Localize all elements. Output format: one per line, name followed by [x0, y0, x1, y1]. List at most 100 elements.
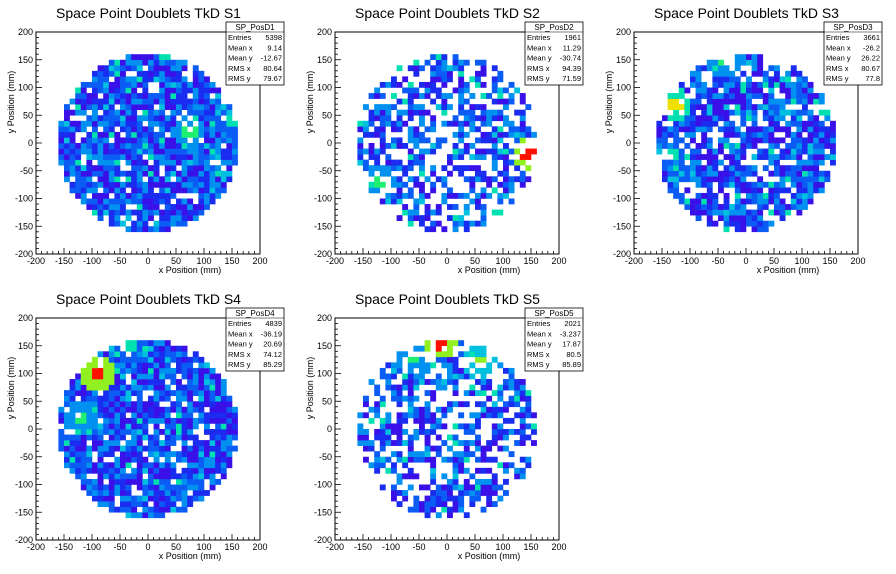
heatmap-cell: [170, 501, 177, 507]
heatmap-cell: [740, 115, 747, 122]
stats-name: SP_PosD4: [235, 309, 275, 318]
heatmap-cell: [198, 104, 205, 110]
heatmap-cell: [108, 126, 115, 133]
heatmap-cell: [80, 456, 87, 463]
heatmap-cell: [396, 198, 403, 205]
heatmap-cell: [746, 165, 752, 172]
heatmap-cell: [176, 159, 182, 166]
heatmap-cell: [430, 490, 437, 496]
heatmap-cell: [734, 192, 741, 199]
heatmap-cell: [452, 204, 459, 210]
heatmap-cell: [695, 70, 702, 77]
heatmap-cell: [181, 143, 188, 149]
heatmap-cell: [187, 462, 194, 469]
heatmap-cell: [357, 159, 364, 166]
heatmap-cell: [519, 137, 526, 144]
heatmap-cell: [164, 176, 171, 183]
heatmap-cell: [486, 384, 493, 391]
heatmap-cell: [402, 412, 409, 419]
heatmap-cell: [391, 198, 397, 205]
heatmap-cell: [430, 226, 437, 233]
heatmap-cell: [469, 154, 476, 160]
heatmap-cell: [447, 490, 453, 496]
heatmap-cell: [148, 137, 154, 144]
heatmap-cell: [667, 170, 674, 177]
heatmap-cell: [379, 440, 386, 446]
heatmap-cell: [363, 445, 369, 452]
heatmap-cell: [164, 226, 171, 233]
heatmap-cell: [108, 462, 115, 469]
heatmap-cell: [120, 65, 126, 72]
heatmap-cell: [452, 456, 459, 463]
heatmap-cell: [215, 373, 222, 380]
heatmap-cell: [768, 170, 775, 177]
heatmap-cell: [148, 478, 154, 485]
heatmap-cell: [114, 473, 121, 480]
heatmap-cell: [525, 104, 532, 110]
heatmap-cell: [181, 209, 188, 216]
heatmap-cell: [463, 115, 470, 122]
heatmap-cell: [424, 451, 431, 458]
heatmap-cell: [497, 87, 504, 94]
heatmap-cell: [176, 367, 182, 374]
heatmap-cell: [379, 181, 386, 188]
heatmap-cell: [120, 98, 126, 105]
heatmap-cell: [97, 181, 104, 188]
heatmap-cell: [164, 87, 171, 94]
heatmap-cell: [114, 159, 121, 166]
heatmap-cell: [120, 76, 126, 83]
heatmap-cell: [164, 143, 171, 149]
heatmap-cell: [718, 109, 724, 116]
heatmap-cell: [712, 148, 719, 155]
heatmap-cell: [491, 87, 498, 94]
heatmap-cell: [103, 170, 110, 177]
heatmap-cell: [114, 154, 121, 160]
heatmap-cell: [701, 192, 708, 199]
heatmap-cell: [153, 131, 160, 138]
heatmap-cell: [475, 154, 481, 160]
heatmap-cell: [486, 406, 493, 413]
heatmap-cell: [114, 406, 121, 413]
heatmap-cell: [469, 412, 476, 419]
heatmap-cell: [108, 484, 115, 491]
heatmap-cell: [374, 159, 381, 166]
heatmap-cell: [69, 401, 76, 408]
heatmap-cell: [131, 59, 138, 66]
heatmap-cell: [497, 362, 504, 369]
heatmap-cell: [452, 226, 459, 233]
chart-title: Space Point Doublets TkD S1: [56, 5, 241, 21]
heatmap-cell: [796, 192, 803, 199]
heatmap-cell: [790, 109, 797, 116]
heatmap-cell: [136, 429, 143, 435]
heatmap-cell: [807, 93, 814, 99]
heatmap-cell: [215, 98, 222, 105]
heatmap-cell: [435, 501, 442, 507]
heatmap-cell: [480, 204, 487, 210]
heatmap-cell: [136, 170, 143, 177]
heatmap-cell: [413, 181, 420, 188]
heatmap-cell: [209, 198, 216, 205]
heatmap-cell: [148, 126, 154, 133]
heatmap-cell: [413, 104, 420, 110]
heatmap-cell: [170, 351, 177, 358]
heatmap-cell: [80, 187, 87, 194]
heatmap-cell: [790, 148, 797, 155]
heatmap-cell: [413, 87, 420, 94]
heatmap-cell: [503, 434, 509, 441]
heatmap-cell: [153, 395, 160, 402]
heatmap-cell: [164, 434, 171, 441]
heatmap-cell: [463, 445, 470, 452]
heatmap-cell: [407, 148, 414, 155]
heatmap-cell: [153, 484, 160, 491]
heatmap-cell: [491, 126, 498, 133]
heatmap-cell: [125, 54, 132, 61]
heatmap-cell: [368, 181, 375, 188]
heatmap-cell: [92, 367, 98, 374]
heatmap-cell: [176, 93, 182, 99]
heatmap-cell: [486, 501, 493, 507]
y-tick-label: 200: [18, 27, 33, 37]
heatmap-cell: [458, 120, 465, 127]
heatmap-cell: [176, 59, 182, 66]
heatmap-cell: [469, 76, 476, 83]
